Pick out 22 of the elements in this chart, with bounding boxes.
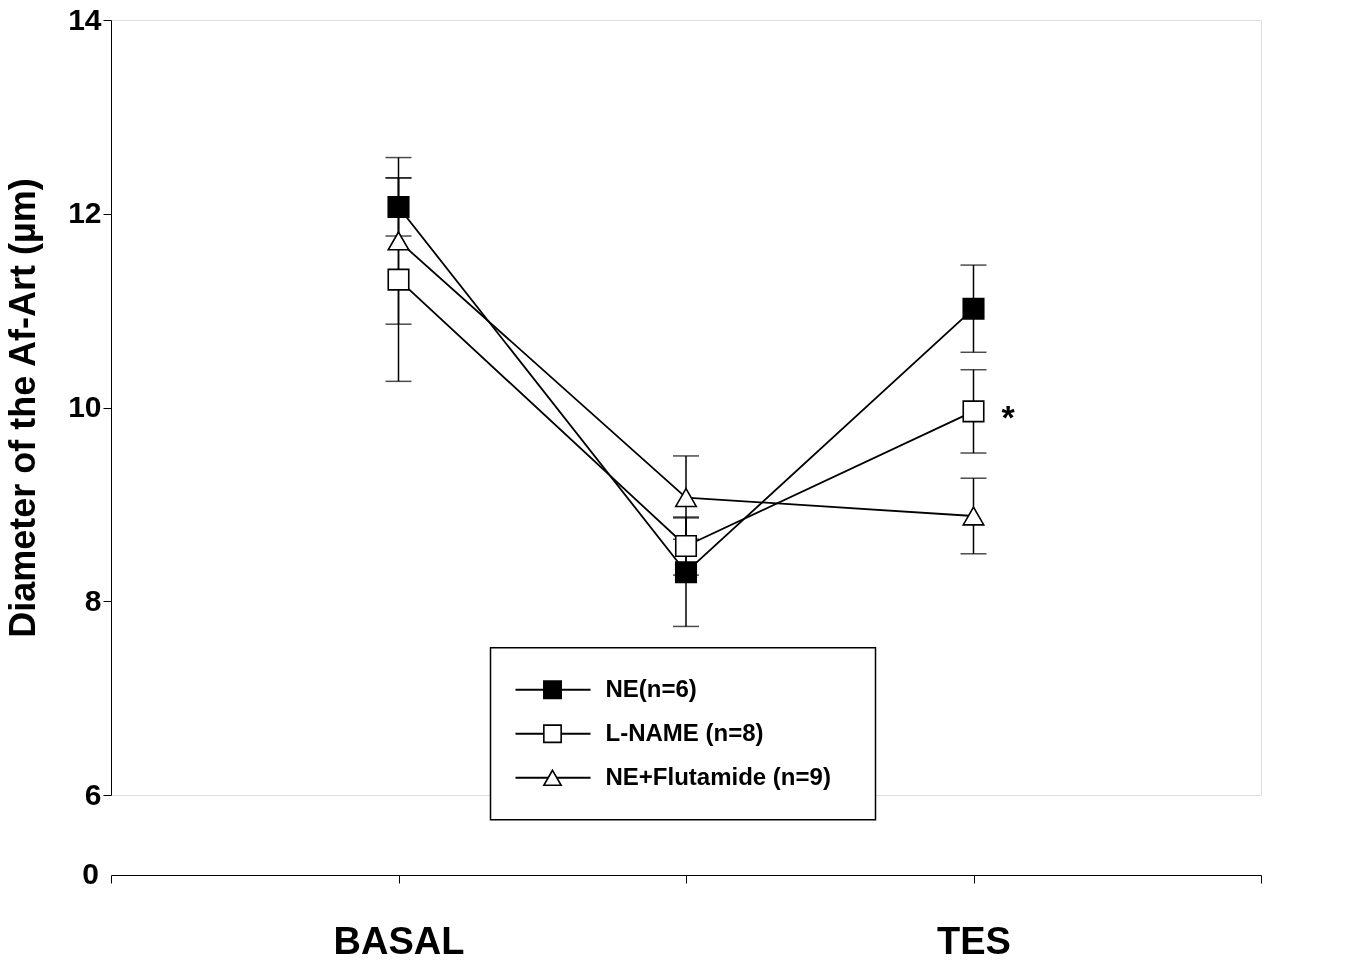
point (387, 231, 410, 251)
point (962, 297, 985, 320)
point (674, 534, 698, 558)
legend-label: L-NAME (n=8) (605, 718, 764, 746)
y-tick-label: 8 (84, 583, 102, 617)
y-axis-title: Diameter of the Af-Art (µm) (2, 178, 44, 638)
point (674, 561, 698, 584)
point (962, 400, 985, 423)
annotation: * (1001, 398, 1016, 437)
y-tick-label: 12 (68, 196, 102, 230)
y-tick-label: 10 (68, 390, 102, 423)
legend-label: NE+Flutamide (n=9) (605, 762, 831, 790)
x-tick-label: TES (937, 919, 1011, 962)
point (387, 195, 410, 219)
y-tick-label: 14 (68, 2, 102, 36)
x-tick-label: BASAL (333, 919, 465, 962)
text: 0 (82, 857, 99, 890)
point (674, 487, 698, 508)
point (962, 506, 985, 526)
point (387, 268, 410, 291)
y-tick-label: 6 (84, 777, 102, 811)
legend-label: NE(n=6) (605, 674, 697, 702)
